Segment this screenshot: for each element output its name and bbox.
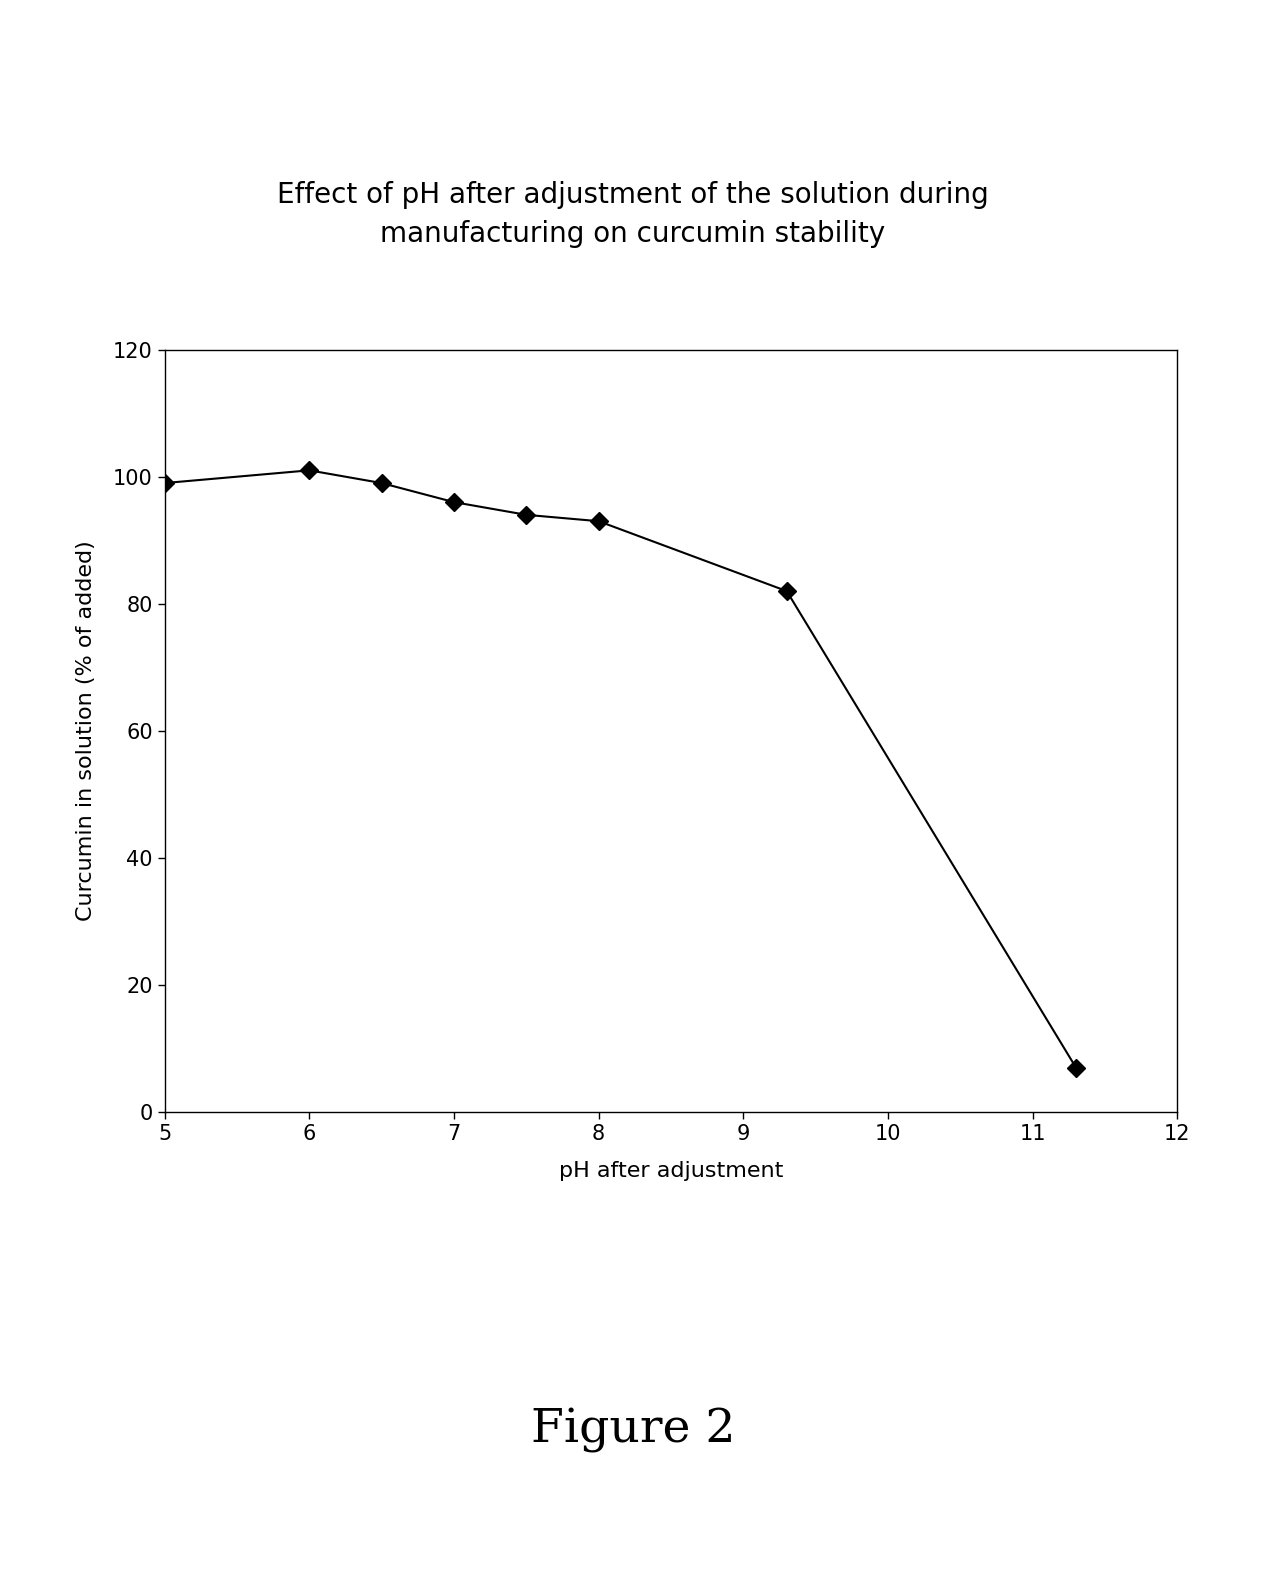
- X-axis label: pH after adjustment: pH after adjustment: [558, 1162, 784, 1181]
- Y-axis label: Curcumin in solution (% of added): Curcumin in solution (% of added): [76, 540, 96, 922]
- Text: Figure 2: Figure 2: [530, 1408, 736, 1452]
- Text: Effect of pH after adjustment of the solution during
manufacturing on curcumin s: Effect of pH after adjustment of the sol…: [277, 181, 989, 248]
